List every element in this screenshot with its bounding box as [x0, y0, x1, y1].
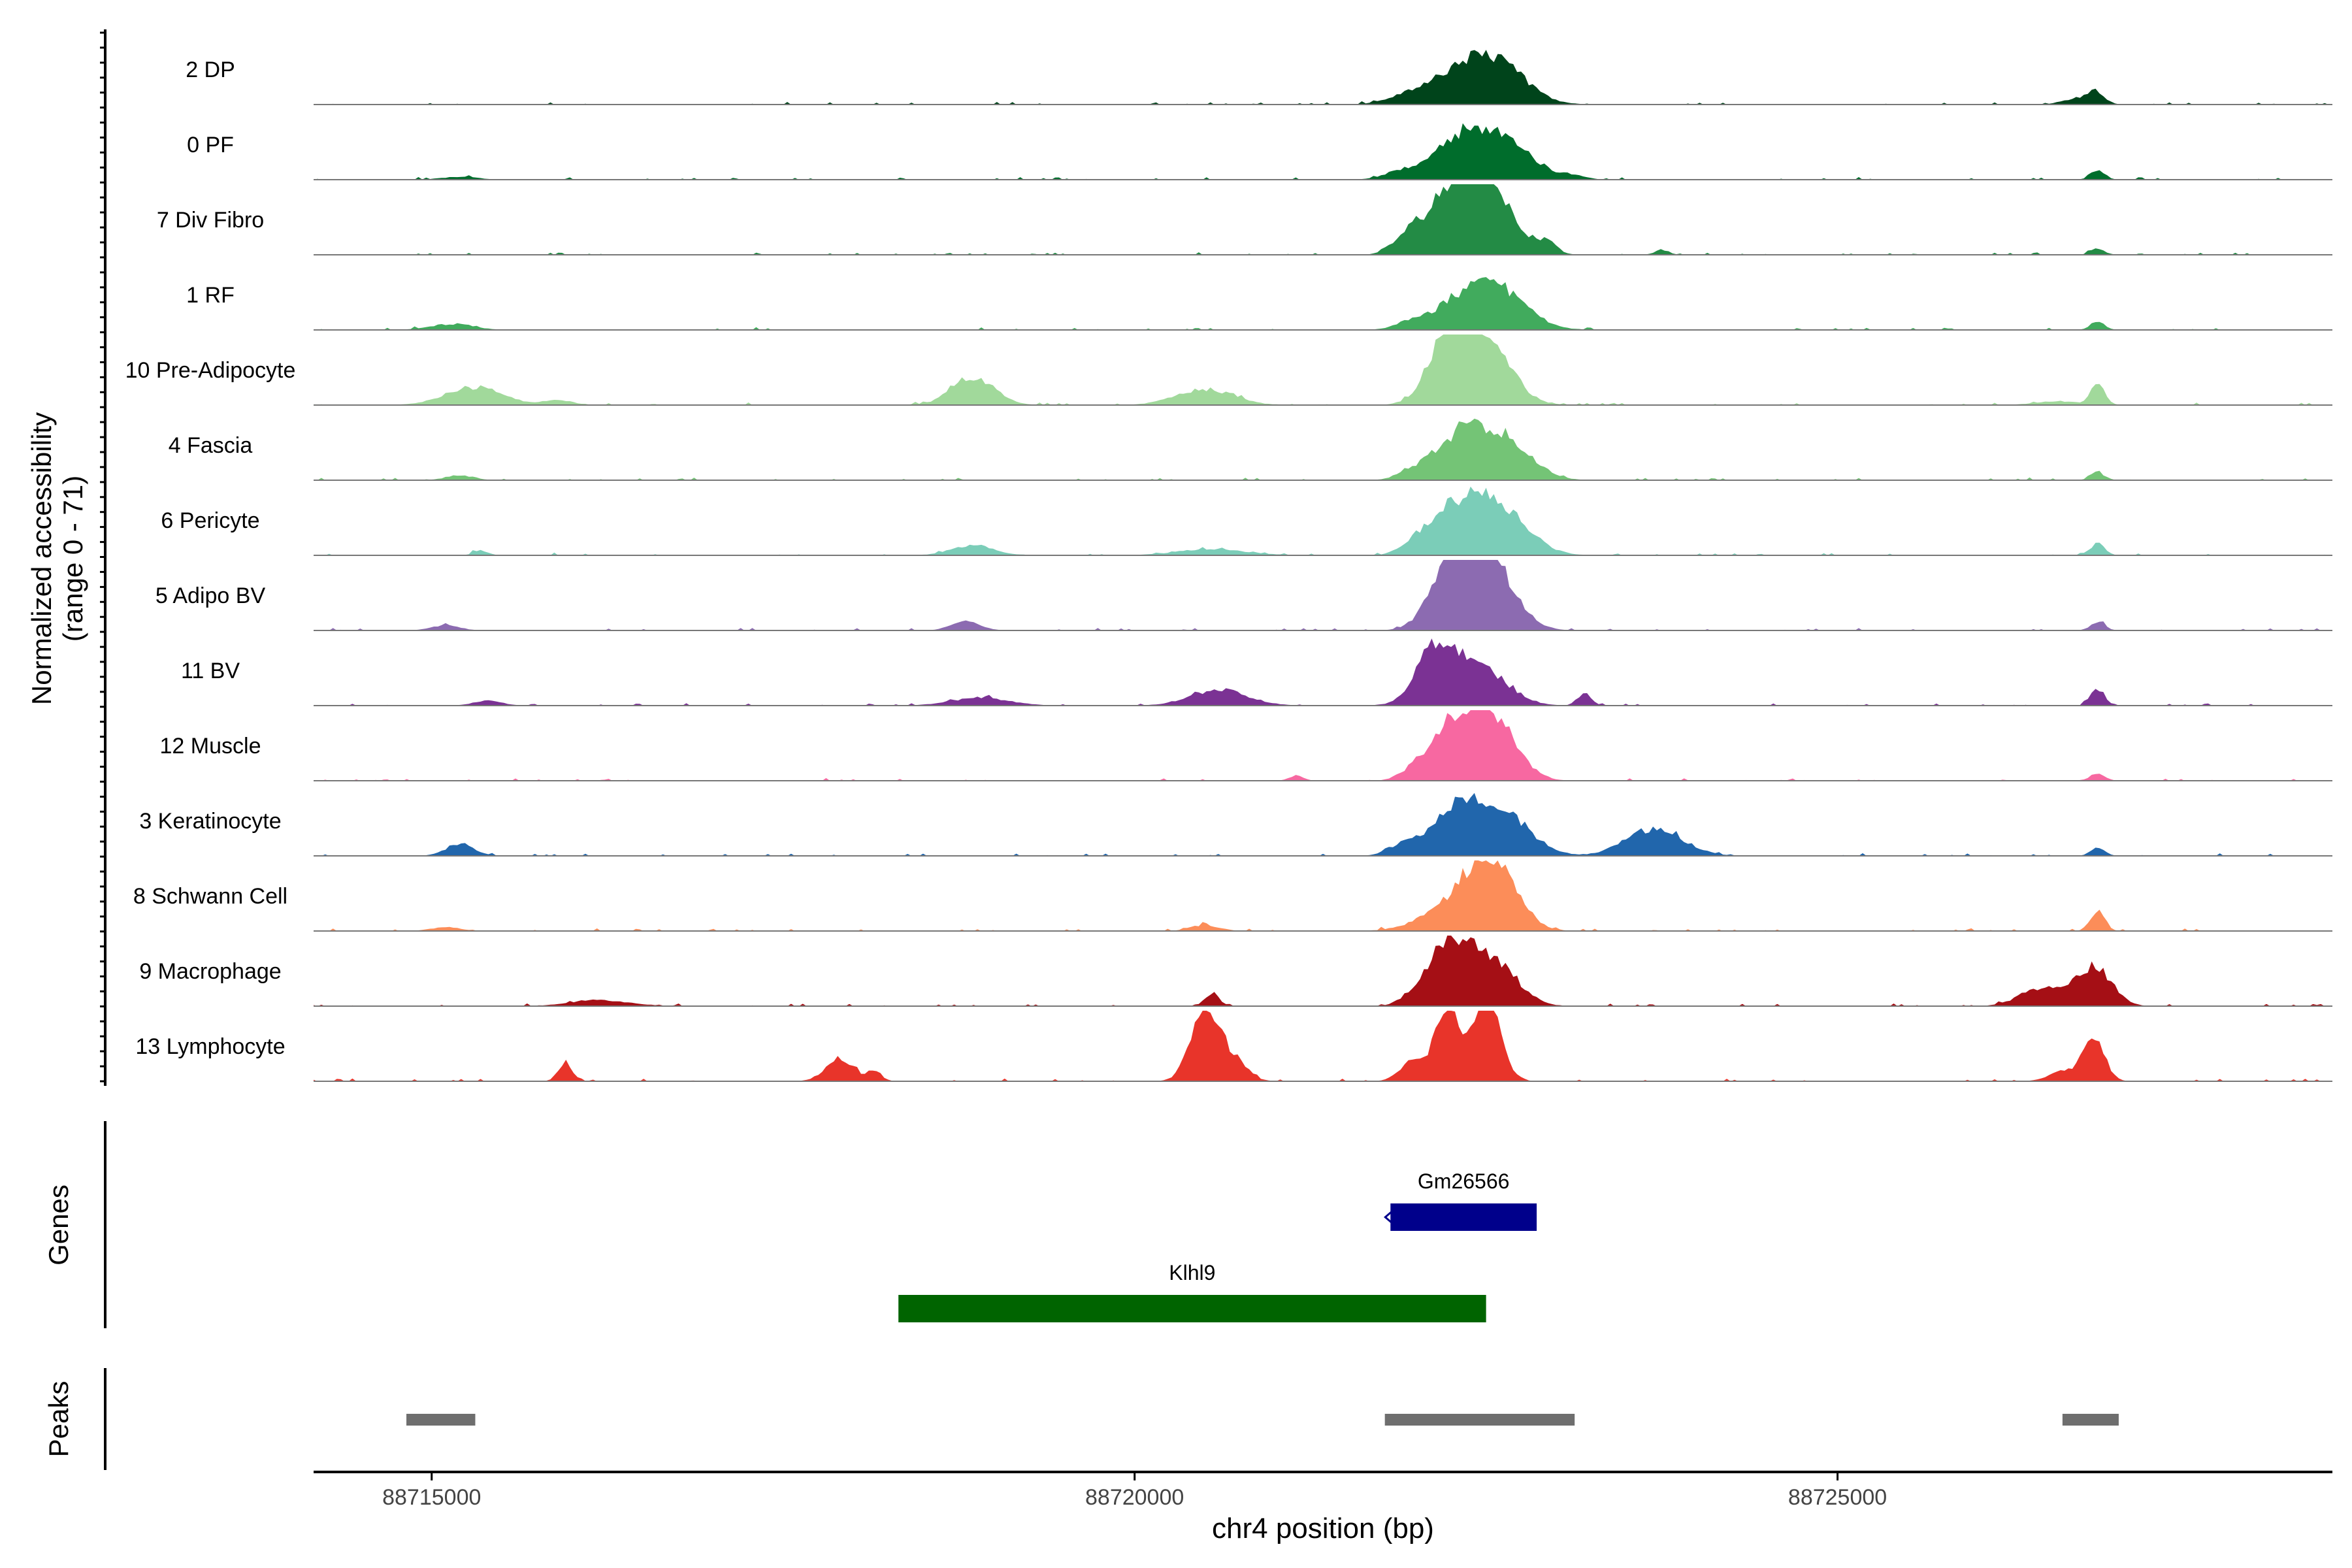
track-label: 5 Adipo BV [155, 583, 266, 608]
coverage-y-ticks [100, 31, 105, 1083]
track-label: 1 RF [186, 283, 235, 308]
x-tick-label: 88725000 [1788, 1485, 1887, 1510]
gene-label: Klhl9 [1169, 1261, 1215, 1284]
track-label: 6 Pericyte [161, 508, 259, 533]
track-2-dp: 2 DP [186, 50, 2332, 105]
track-11-bv: 11 BV [181, 638, 2332, 706]
gene-label: Gm26566 [1418, 1169, 1510, 1193]
track-label: 8 Schwann Cell [133, 884, 287, 909]
peak-region [2062, 1414, 2119, 1426]
peak-region [406, 1414, 476, 1426]
peak-region [1384, 1414, 1575, 1426]
y-axis-label: Normalized accessibility [26, 412, 57, 705]
peaks-track-label: Peaks [43, 1381, 74, 1458]
coverage-tracks: 2 DP 0 PF 7 Div Fibro 1 RF 10 Pre-Adipocyte 4… [125, 50, 2332, 1082]
track-label: 13 Lymphocyte [135, 1034, 285, 1059]
track-6-pericyte: 6 Pericyte [161, 486, 2332, 556]
x-tick-label: 88720000 [1085, 1485, 1184, 1510]
track-7-div-fibro: 7 Div Fibro [157, 184, 2332, 255]
track-label: 3 Keratinocyte [139, 809, 281, 834]
track-label: 10 Pre-Adipocyte [125, 358, 296, 383]
track-8-schwann-cell: 8 Schwann Cell [133, 860, 2332, 932]
track-label: 11 BV [181, 659, 240, 683]
x-tick-label: 88715000 [382, 1485, 481, 1510]
track-label: 9 Macrophage [139, 959, 281, 984]
strand-arrow [1383, 1208, 1396, 1226]
track-3-keratinocyte: 3 Keratinocyte [139, 792, 2332, 857]
track-label: 4 Fascia [169, 433, 253, 458]
genes-track-label: Genes [43, 1184, 74, 1266]
peak-regions [406, 1414, 2119, 1426]
y-axis-label-range: (range 0 - 71) [57, 476, 88, 642]
gene-body [898, 1295, 1486, 1322]
x-axis-ticks: 88715000 88720000 88725000 [382, 1472, 1887, 1510]
gene-body [1390, 1203, 1537, 1231]
gene-gm26566: Gm26566 [1383, 1169, 1537, 1231]
track-10-pre-adipocyte: 10 Pre-Adipocyte [125, 335, 2332, 406]
track-label: 12 Muscle [160, 734, 261, 759]
track-12-muscle: 12 Muscle [160, 710, 2332, 781]
track-4-fascia: 4 Fascia [169, 418, 2332, 481]
track-label: 0 PF [187, 133, 234, 157]
track-5-adipo-bv: 5 Adipo BV [155, 560, 2332, 631]
track-label: 7 Div Fibro [157, 208, 264, 233]
track-0-pf: 0 PF [187, 123, 2332, 180]
track-9-macrophage: 9 Macrophage [139, 936, 2332, 1007]
gene-klhl9: Klhl9 [898, 1261, 1486, 1322]
track-1-rf: 1 RF [186, 277, 2332, 331]
track-13-lymphocyte: 13 Lymphocyte [135, 1011, 2332, 1082]
track-label: 2 DP [186, 57, 235, 82]
gene-annotations: Gm26566 Klhl9 [898, 1169, 1537, 1322]
x-axis-title: chr4 position (bp) [1212, 1512, 1434, 1544]
